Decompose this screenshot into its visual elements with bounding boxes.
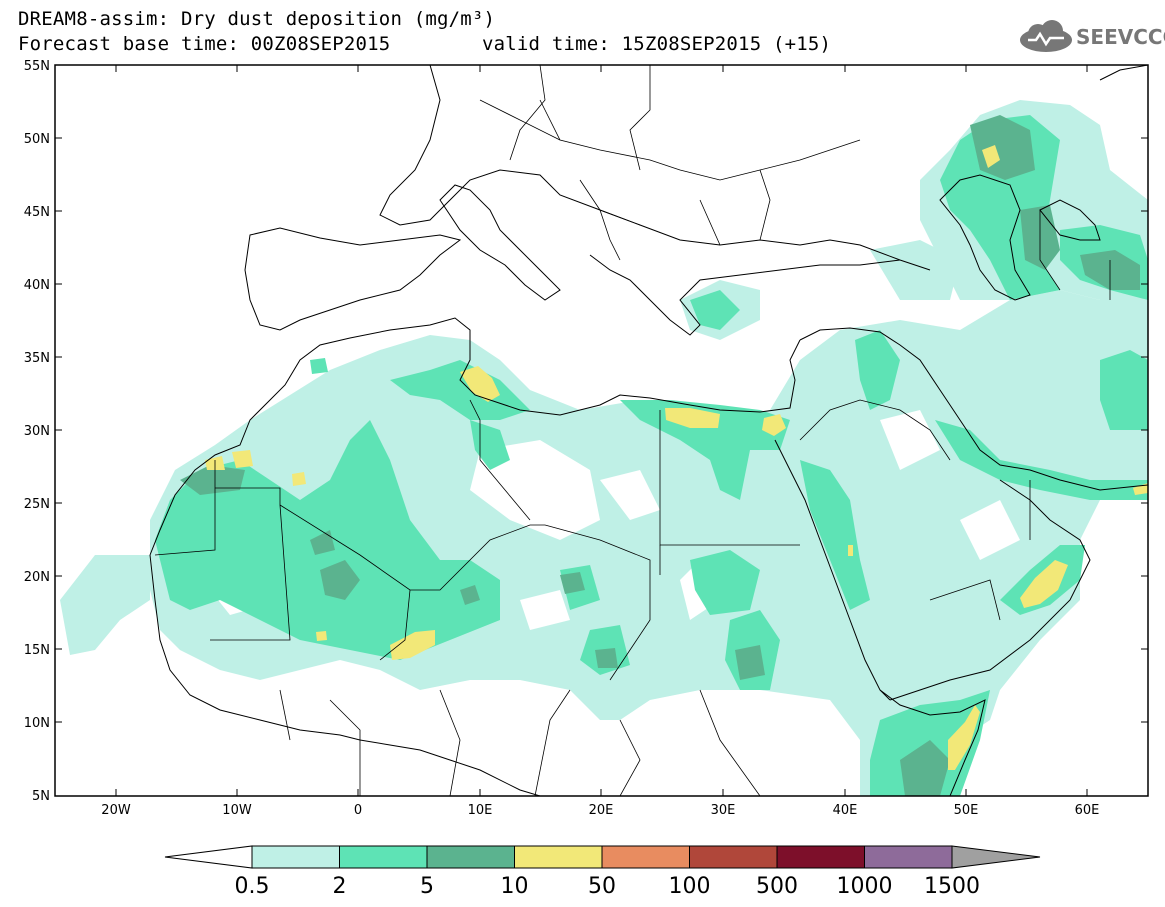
colorbar: 0.5 2 5 10 50 100 500 1000 1500 bbox=[164, 845, 1041, 899]
lon-label: 30E bbox=[711, 803, 736, 818]
colorbar-cell bbox=[426, 845, 515, 869]
lat-label: 5N bbox=[32, 789, 50, 804]
deposition-level-10 bbox=[205, 145, 1148, 770]
lat-label: 45N bbox=[24, 205, 50, 220]
axis-ticks bbox=[55, 64, 1148, 796]
colorbar-label: 100 bbox=[669, 874, 711, 899]
colorbar-cells bbox=[251, 845, 953, 869]
lat-label: 20N bbox=[24, 570, 50, 585]
colorbar-label: 500 bbox=[756, 874, 798, 899]
longitude-labels: 20W 10W 0 10E 20E 30E 40E 50E 60E bbox=[101, 803, 1099, 818]
seevccc-logo: SEEVCCC bbox=[1018, 20, 1165, 54]
lat-label: 30N bbox=[24, 424, 50, 439]
colorbar-label: 1000 bbox=[837, 874, 893, 899]
lon-label: 20E bbox=[589, 803, 614, 818]
lat-label: 35N bbox=[24, 351, 50, 366]
colorbar-left-arrow bbox=[164, 845, 253, 869]
lon-label: 60E bbox=[1075, 803, 1100, 818]
colorbar-label: 5 bbox=[420, 874, 434, 899]
colorbar-cell bbox=[251, 845, 340, 869]
colorbar-cell bbox=[601, 845, 690, 869]
logo-text: SEEVCCC bbox=[1076, 25, 1165, 49]
colorbar-label: 10 bbox=[501, 874, 529, 899]
coastlines bbox=[149, 65, 1148, 796]
lat-label: 15N bbox=[24, 643, 50, 658]
lat-label: 10N bbox=[24, 716, 50, 731]
colorbar-cell bbox=[776, 845, 865, 869]
map-content bbox=[60, 65, 1148, 796]
colorbar-cell bbox=[339, 845, 428, 869]
lon-label: 40E bbox=[833, 803, 858, 818]
lat-label: 40N bbox=[24, 278, 50, 293]
lon-label: 0 bbox=[354, 803, 362, 818]
lon-label: 10W bbox=[222, 803, 252, 818]
colorbar-cell bbox=[689, 845, 778, 869]
valid-time: valid time: 15Z08SEP2015 (+15) bbox=[482, 33, 832, 55]
cloud-icon bbox=[1020, 20, 1072, 52]
latitude-labels: 55N 50N 45N 40N 35N 30N 25N 20N 15N 10N … bbox=[24, 59, 50, 804]
colorbar-label: 0.5 bbox=[235, 874, 270, 899]
colorbar-label: 2 bbox=[333, 874, 347, 899]
lat-label: 25N bbox=[24, 497, 50, 512]
lat-label: 55N bbox=[24, 59, 50, 74]
colorbar-labels: 0.5 2 5 10 50 100 500 1000 1500 bbox=[235, 874, 981, 899]
colorbar-label: 50 bbox=[588, 874, 616, 899]
colorbar-cell bbox=[864, 845, 953, 869]
map-title: DREAM8-assim: Dry dust deposition (mg/m³… bbox=[18, 8, 496, 30]
lon-label: 20W bbox=[101, 803, 131, 818]
lon-label: 50E bbox=[954, 803, 979, 818]
colorbar-right-arrow bbox=[951, 845, 1041, 869]
colorbar-cell bbox=[514, 845, 603, 869]
forecast-base-time: Forecast base time: 00Z08SEP2015 bbox=[18, 33, 391, 55]
lat-label: 50N bbox=[24, 132, 50, 147]
country-borders bbox=[154, 65, 1111, 796]
lon-label: 10E bbox=[468, 803, 493, 818]
colorbar-label: 1500 bbox=[924, 874, 980, 899]
